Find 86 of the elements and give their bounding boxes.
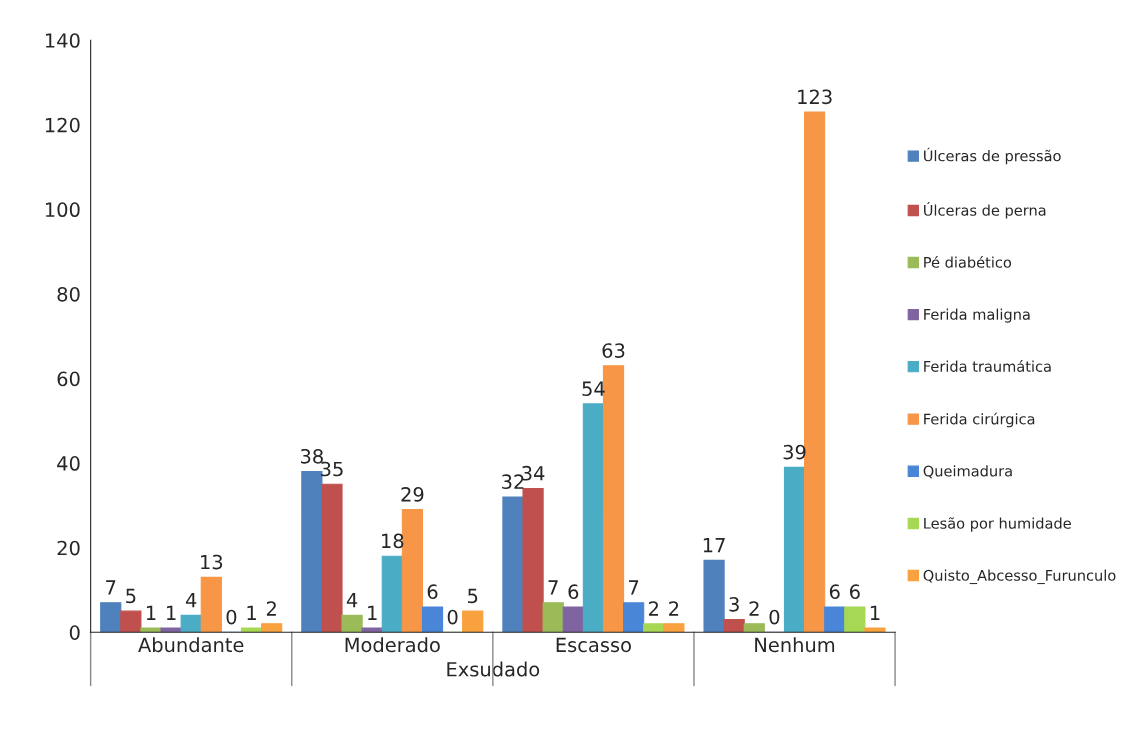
legend-label: Ferida cirúrgica bbox=[924, 412, 1035, 428]
bar bbox=[321, 483, 343, 633]
y-tick-label: 100 bbox=[45, 202, 80, 218]
bar bbox=[562, 606, 584, 633]
bar bbox=[200, 576, 222, 633]
x-tick-label: Abundante bbox=[138, 637, 244, 653]
x-tick-label: Escasso bbox=[556, 637, 631, 653]
data-label: 35 bbox=[321, 461, 343, 477]
data-label: 4 bbox=[346, 593, 358, 608]
y-tick-label: 80 bbox=[57, 286, 80, 302]
legend-label: Ferida traumática bbox=[924, 360, 1051, 372]
bar bbox=[844, 606, 866, 633]
data-label: 6 bbox=[829, 584, 840, 599]
data-label: 13 bbox=[201, 554, 223, 570]
data-label: 1 bbox=[167, 605, 176, 620]
bar bbox=[120, 610, 142, 633]
data-label: 6 bbox=[568, 584, 579, 599]
data-label: 32 bbox=[502, 474, 524, 490]
bar bbox=[864, 627, 886, 633]
bar bbox=[643, 623, 665, 633]
data-label: 2 bbox=[749, 601, 759, 616]
data-label: 1 bbox=[870, 605, 880, 620]
legend-label: Quisto_Abcesso_Furunculo bbox=[923, 569, 1116, 585]
data-label: 34 bbox=[522, 465, 545, 481]
legend-label: Queimadura bbox=[923, 465, 1012, 479]
bar bbox=[341, 614, 363, 633]
data-label: 2 bbox=[648, 601, 658, 616]
data-label: 7 bbox=[106, 580, 116, 595]
data-label: 1 bbox=[146, 605, 156, 620]
data-label: 17 bbox=[703, 538, 725, 553]
data-label: 6 bbox=[850, 584, 860, 599]
x-tick-label: Moderado bbox=[345, 637, 440, 653]
data-label: 6 bbox=[427, 584, 438, 599]
y-tick-label: 140 bbox=[45, 33, 80, 48]
y-tick-label: 20 bbox=[57, 540, 80, 556]
bar bbox=[261, 623, 283, 633]
data-label: 4 bbox=[185, 593, 197, 608]
bar bbox=[502, 496, 524, 633]
legend-label: Pé diabético bbox=[924, 255, 1012, 268]
bar bbox=[542, 602, 564, 633]
legend-label: Lesão por humidade bbox=[924, 517, 1071, 532]
bar bbox=[824, 606, 846, 633]
bar bbox=[663, 623, 685, 633]
bar bbox=[723, 619, 745, 633]
data-label: 7 bbox=[629, 580, 639, 595]
bar bbox=[522, 487, 544, 633]
data-label: 123 bbox=[798, 89, 832, 105]
data-label: 38 bbox=[300, 448, 323, 464]
bar bbox=[160, 627, 182, 633]
bar bbox=[180, 614, 202, 633]
y-tick-label: 0 bbox=[69, 625, 80, 640]
bar bbox=[421, 606, 444, 633]
data-label: 0 bbox=[769, 609, 780, 625]
legend-label: Úlceras de pressão bbox=[924, 147, 1061, 165]
data-label: 3 bbox=[729, 596, 739, 612]
y-tick-label: 40 bbox=[57, 456, 80, 471]
bar bbox=[623, 602, 645, 633]
data-label: 1 bbox=[247, 605, 256, 620]
bar bbox=[582, 403, 605, 633]
data-label: 29 bbox=[401, 487, 424, 502]
data-label: 0 bbox=[447, 609, 458, 625]
bar bbox=[140, 627, 162, 633]
bar bbox=[361, 627, 383, 633]
bar bbox=[240, 627, 263, 633]
data-label: 5 bbox=[126, 588, 136, 604]
data-label: 63 bbox=[602, 343, 625, 358]
data-label: 0 bbox=[226, 609, 237, 625]
bar bbox=[804, 111, 826, 633]
bar bbox=[703, 559, 725, 633]
bar bbox=[381, 555, 403, 633]
data-label: 1 bbox=[368, 605, 377, 620]
legend-label: Úlceras de perna bbox=[924, 202, 1046, 219]
legend-label: Ferida maligna bbox=[924, 308, 1030, 323]
bar bbox=[301, 471, 323, 633]
data-label: 2 bbox=[266, 601, 276, 616]
x-tick-label: Nenhum bbox=[755, 637, 835, 653]
bar bbox=[462, 610, 484, 633]
bar bbox=[100, 602, 122, 633]
y-tick-label: 120 bbox=[45, 117, 80, 133]
bar bbox=[743, 623, 765, 633]
bar bbox=[783, 466, 806, 633]
x-axis-title: Exsudado bbox=[447, 661, 540, 677]
data-label: 2 bbox=[669, 601, 679, 616]
data-label: 7 bbox=[548, 580, 558, 595]
y-tick-label: 60 bbox=[57, 371, 80, 387]
data-label: 5 bbox=[468, 588, 478, 604]
